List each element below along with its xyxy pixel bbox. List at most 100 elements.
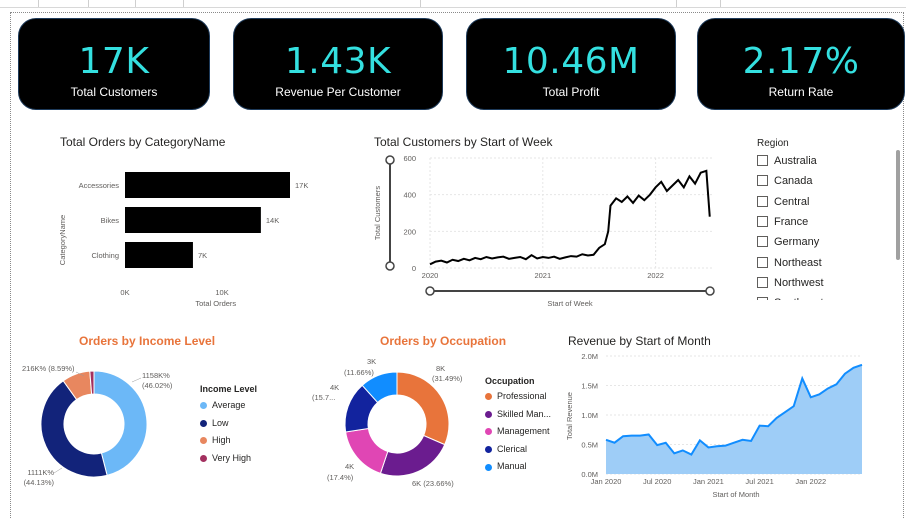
data-label: 6K (23.66%) [412, 479, 454, 488]
region-slicer-item-label: Australia [774, 155, 817, 167]
kpi-card-return-rate[interactable]: 2.17% Return Rate [697, 18, 905, 110]
orders-by-category-chart[interactable]: CategoryName Accessories 17K Bikes 14K Clothi… [55, 155, 325, 310]
checkbox[interactable] [757, 276, 768, 288]
kpi-value: 17K [78, 41, 150, 82]
x-axis-label: Total Orders [195, 299, 236, 308]
region-slicer-list: Australia Canada Central France Germany North… [757, 150, 887, 300]
legend-marker [485, 410, 492, 418]
legend-marker [200, 454, 207, 462]
y-tick-label: 1.5M [581, 382, 598, 391]
income-legend-item[interactable]: Average [200, 399, 245, 411]
occupation-legend-item[interactable]: Manual [485, 460, 527, 472]
legend-marker [200, 437, 207, 445]
y-axis-label: Total Revenue [565, 392, 574, 440]
x-tick-label: Jan 2022 [795, 477, 826, 486]
region-slicer-title: Region [757, 138, 789, 149]
kpi-label: Revenue Per Customer [275, 85, 401, 99]
region-slicer-item-label: Southeast [774, 297, 824, 300]
income-legend-item[interactable]: High [200, 434, 231, 446]
legend-marker [485, 393, 492, 401]
chart-title-orders-by-category: Total Orders by CategoryName [60, 135, 226, 149]
region-slicer-item[interactable]: Central [757, 195, 809, 209]
checkbox[interactable] [757, 297, 768, 300]
occupation-legend-item[interactable]: Skilled Man... [485, 408, 551, 420]
y-axis-label: Total Customers [373, 186, 382, 240]
revenue-by-month-chart[interactable]: 0.0M 0.5M 1.0M 1.5M 2.0M Jan 2020 Jul 2020 Jan … [562, 348, 872, 503]
legend-label: Very High [212, 452, 252, 463]
y-tick-label: 0.0M [581, 470, 598, 479]
income-legend-item[interactable]: Low [200, 417, 229, 429]
series-line [605, 363, 863, 456]
legend-label: Professional [497, 391, 547, 401]
y-zoom-handle-top [385, 155, 395, 165]
bar [125, 242, 193, 268]
occupation-legend-item[interactable]: Management [485, 425, 550, 437]
kpi-card-total-customers[interactable]: 17K Total Customers [18, 18, 210, 110]
x-axis-label: Start of Week [547, 299, 593, 308]
region-slicer-item[interactable]: Southeast [757, 296, 824, 300]
data-label: 1158K% [142, 371, 170, 380]
checkbox[interactable] [757, 236, 768, 248]
donut-slice [40, 380, 108, 478]
region-slicer-item[interactable]: France [757, 215, 808, 229]
occupation-legend-item[interactable]: Professional [485, 390, 547, 402]
checkbox[interactable] [757, 155, 768, 166]
kpi-card-revenue-per-customer[interactable]: 1.43K Revenue Per Customer [233, 18, 443, 110]
region-slicer-item-label: France [774, 215, 809, 228]
y-tick-label: 400 [403, 191, 416, 200]
data-label: (15.7... [312, 393, 335, 402]
x-zoom-handle-left [425, 286, 435, 296]
legend-label: Low [212, 417, 229, 428]
y-tick-label: 0.5M [581, 441, 598, 450]
kpi-value: 2.17% [742, 41, 860, 82]
bar-value-label: 7K [198, 251, 207, 260]
leader-line [53, 467, 63, 474]
area-fill [606, 364, 862, 474]
legend-label: Average [212, 400, 246, 410]
donut-slice [379, 434, 446, 477]
region-slicer-item[interactable]: Germany [757, 235, 819, 249]
checkbox[interactable] [757, 215, 768, 227]
kpi-label: Total Customers [70, 85, 158, 99]
x-axis-label: Start of Month [712, 490, 759, 499]
occupation-legend-item[interactable]: Clerical [485, 443, 527, 455]
checkbox[interactable] [757, 256, 768, 268]
region-slicer-scrollbar[interactable] [896, 150, 900, 260]
x-tick-label: Jul 2020 [643, 477, 671, 486]
data-label: (11.66%) [344, 368, 374, 377]
x-tick-label: Jan 2020 [591, 477, 622, 486]
y-tick-label: 1.0M [581, 411, 598, 420]
checkbox[interactable] [757, 195, 768, 207]
region-slicer-item[interactable]: Australia [757, 154, 817, 168]
occupation-donut-chart[interactable]: 8K(31.49%)6K (23.66%)4K(17.4%)4K(15.7...… [300, 350, 480, 500]
region-slicer-item[interactable]: Northeast [757, 256, 822, 270]
region-slicer-item[interactable]: Canada [757, 174, 813, 188]
x-tick-label: 2022 [647, 271, 664, 280]
kpi-value: 1.43K [284, 41, 392, 82]
data-label: 8K [436, 364, 445, 373]
donut-slice [396, 371, 450, 446]
region-slicer-item-label: Canada [774, 175, 813, 188]
y-tick-label: 600 [403, 154, 416, 163]
leader-line [131, 377, 142, 383]
data-label: 4K [345, 462, 354, 471]
kpi-value: 10.46M [502, 41, 640, 82]
income-legend-item[interactable]: Very High [200, 452, 251, 464]
chart-title-income-level: Orders by Income Level [79, 334, 216, 348]
bar [125, 172, 290, 198]
kpi-card-total-profit[interactable]: 10.46M Total Profit [466, 18, 676, 110]
data-label: (31.49%) [432, 374, 463, 383]
region-slicer-item-label: Germany [774, 236, 820, 249]
x-tick-label: Jul 2021 [745, 477, 773, 486]
legend-marker [200, 402, 207, 410]
income-level-donut-chart[interactable]: 1158K%(46.02%) 1111K%(44.13%) 216K% (8.59%… [14, 350, 194, 500]
customers-by-week-chart[interactable]: 600 400 200 0 2020 2021 2022 Total Customers Sta… [370, 148, 720, 313]
data-label: 216K% (8.59%) [22, 364, 75, 373]
legend-marker [200, 419, 207, 427]
checkbox[interactable] [757, 175, 768, 187]
leader-line [75, 371, 85, 377]
region-slicer-item-label: Northeast [774, 256, 822, 269]
occupation-legend-title: Occupation [485, 376, 535, 386]
income-legend-title: Income Level [200, 384, 258, 394]
region-slicer-item[interactable]: Northwest [757, 276, 824, 290]
